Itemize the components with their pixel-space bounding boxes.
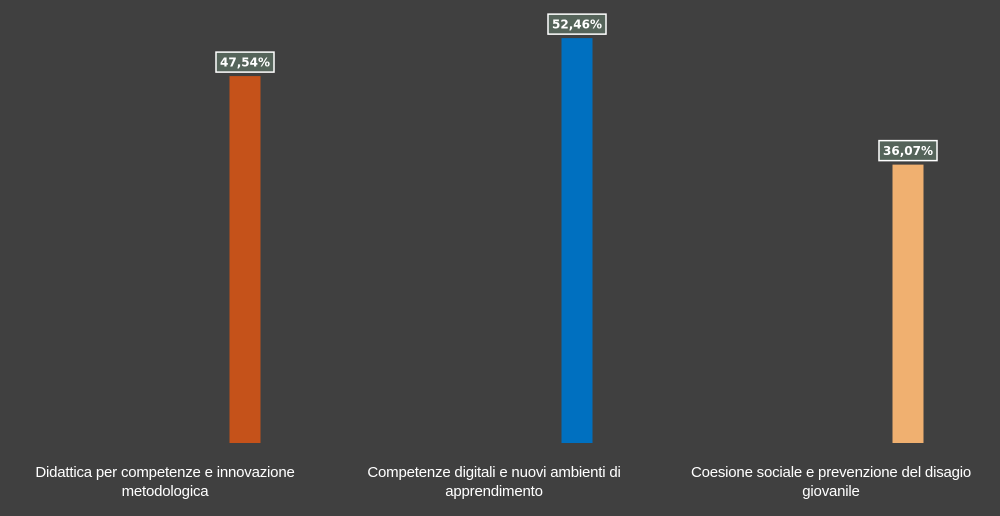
category-label-1: Didattica per competenze e innovazione m… bbox=[35, 464, 295, 500]
data-label-box-2 bbox=[547, 13, 607, 35]
bar-3 bbox=[892, 164, 924, 443]
bar-2 bbox=[561, 38, 593, 443]
data-label-1: 47,54% bbox=[220, 56, 270, 70]
category-label-3: Coesione sociale e prevenzione del disag… bbox=[690, 464, 972, 500]
data-label-box-3 bbox=[878, 139, 938, 162]
bar-1 bbox=[229, 76, 261, 443]
data-label-3: 36,07% bbox=[883, 144, 933, 158]
category-label-2: Competenze digitali e nuovi ambienti di … bbox=[367, 464, 621, 500]
data-label-2: 52,46% bbox=[552, 18, 602, 32]
data-label-box-1 bbox=[215, 51, 275, 73]
